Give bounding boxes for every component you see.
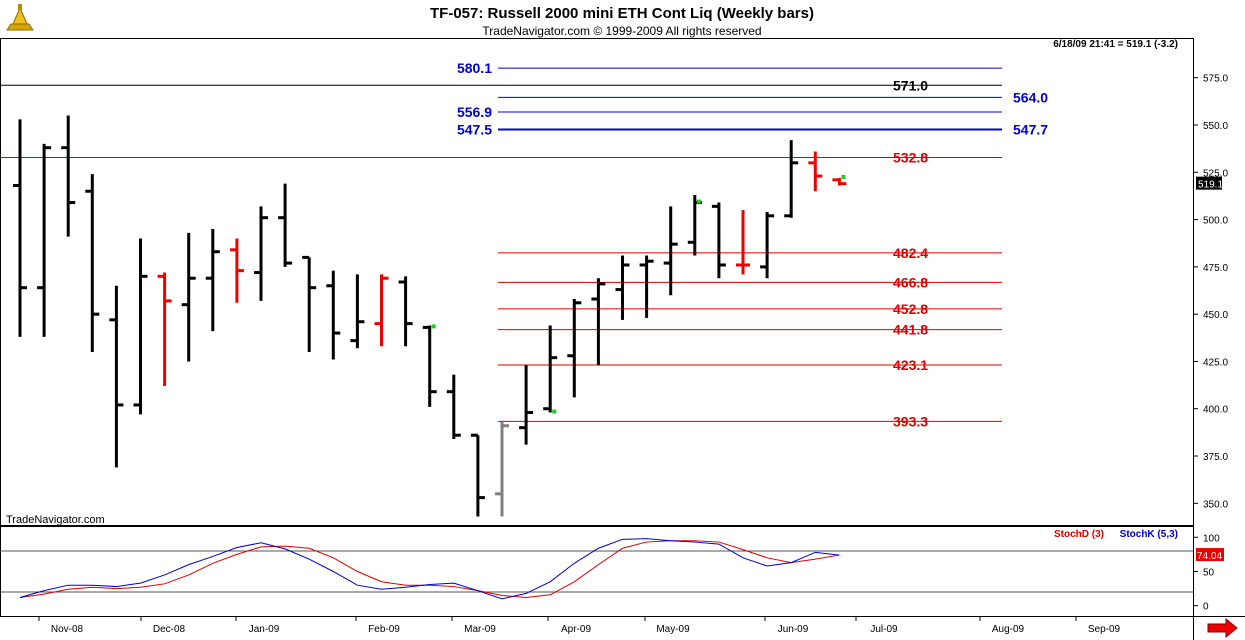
ohlc-bar (181, 232, 196, 362)
ohlc-bar (350, 274, 365, 349)
level-label: 532.8 (893, 150, 928, 166)
legend-stochd: StochD (3) (1054, 529, 1104, 540)
ohlc-bar (422, 325, 437, 407)
watermark: TradeNavigator.com (6, 514, 105, 526)
ohlc-bar (470, 433, 485, 517)
ohlc-bar (808, 151, 823, 192)
x-tick-label: May-09 (656, 624, 690, 635)
ohlc-bar (519, 365, 534, 445)
level-label: 466.8 (893, 274, 928, 290)
arrow-right-icon (1207, 617, 1238, 639)
ohlc-bar (109, 285, 124, 468)
last-quote-text: 6/18/09 21:41 = 519.1 (-3.2) (1053, 39, 1178, 50)
stoch-tick-label: 0 (1203, 602, 1209, 613)
level-label: 547.5 (457, 122, 492, 138)
ohlc-bar (326, 270, 341, 360)
level-label: 441.8 (893, 322, 928, 338)
price-tick-label: 550.0 (1203, 121, 1228, 132)
ohlc-bar (254, 206, 268, 301)
ohlc-bar (663, 206, 678, 296)
x-tick-label: Apr-09 (561, 624, 591, 635)
x-tick-label: Jun-09 (778, 624, 809, 635)
stoch-series-line (19, 538, 840, 600)
level-label: 423.1 (893, 357, 928, 373)
ohlc-bar (736, 210, 750, 275)
ohlc-bar (446, 374, 461, 439)
ohlc-bar (133, 238, 148, 415)
price-tick-label: 525.0 (1203, 168, 1228, 179)
ohlc-bar (639, 255, 654, 318)
x-tick-label: Sep-09 (1088, 624, 1121, 635)
last-price-badge (1196, 176, 1222, 190)
stoch-last-label: 74.04 (1197, 551, 1222, 562)
x-tick-label: Jan-09 (249, 624, 280, 635)
ohlc-bar (278, 183, 293, 267)
stoch-axis: 0 50 100 74.04 (1193, 533, 1224, 613)
ohlc-bar (495, 421, 509, 517)
copyright-text: TradeNavigator.com © 1999-2009 All right… (482, 24, 761, 38)
price-tick-label: 400.0 (1203, 405, 1228, 416)
x-tick-label: Jul-09 (870, 624, 898, 635)
chart-title: TF-057: Russell 2000 mini ETH Cont Liq (… (430, 5, 814, 22)
level-label: 580.1 (457, 60, 492, 76)
signal-dot (431, 324, 436, 329)
sextant-logo-icon (6, 4, 34, 31)
ohlc-bar (398, 276, 413, 347)
ohlc-bar (760, 212, 775, 279)
stoch-tick-label: 100 (1203, 533, 1220, 544)
ohlc-bar (374, 274, 389, 347)
signal-dot (841, 174, 846, 179)
scroll-right-button[interactable] (1207, 617, 1238, 639)
ohlc-bar (205, 229, 220, 332)
levels-layer: 580.1 571.0 564.0 556.9 547.5 547.7 532.8 482.4… (0, 60, 1048, 429)
ohlc-bar (13, 119, 27, 337)
bars-layer (13, 115, 847, 517)
level-label: 482.4 (893, 245, 928, 261)
logo (6, 4, 34, 31)
level-label: 547.7 (1013, 122, 1048, 138)
level-label: 564.0 (1013, 89, 1048, 105)
x-tick-label: Nov-08 (51, 624, 84, 635)
ohlc-bar (615, 255, 630, 320)
price-tick-label: 350.0 (1203, 499, 1228, 510)
level-label: 571.0 (893, 77, 928, 93)
x-tick-label: Feb-09 (368, 624, 400, 635)
ohlc-bar (61, 115, 76, 237)
level-label: 393.3 (893, 413, 928, 429)
level-label: 556.9 (457, 104, 492, 120)
stoch-layer (0, 538, 1193, 600)
ohlc-bar (784, 140, 799, 218)
x-tick-label: Mar-09 (464, 624, 496, 635)
last-price-label: 519.1 (1198, 180, 1223, 191)
ohlc-bar (37, 143, 52, 337)
ohlc-bar (711, 202, 726, 279)
price-tick-label: 500.0 (1203, 216, 1228, 227)
x-tick-label: Dec-08 (153, 624, 186, 635)
ohlc-bar (157, 272, 172, 387)
price-tick-label: 450.0 (1203, 310, 1228, 321)
ohlc-bar (85, 174, 100, 352)
level-label: 452.8 (893, 301, 928, 317)
legend-stochk: StochK (5,3) (1120, 529, 1178, 540)
ohlc-bar (832, 177, 847, 186)
ohlc-bar (229, 238, 244, 303)
price-tick-label: 375.0 (1203, 452, 1228, 463)
stoch-tick-label: 50 (1203, 568, 1215, 579)
ohlc-bar (591, 278, 606, 366)
stoch-series-line (19, 540, 840, 599)
signal-dot (696, 199, 701, 204)
price-tick-label: 425.0 (1203, 357, 1228, 368)
ohlc-bar (567, 299, 582, 398)
stoch-last-badge (1196, 548, 1224, 562)
stoch-panel[interactable] (0, 526, 1194, 617)
price-tick-label: 575.0 (1203, 74, 1228, 85)
ohlc-bar (302, 255, 317, 352)
ohlc-bar (543, 325, 558, 413)
x-axis: Nov-08 Dec-08 Jan-09 Feb-09 Mar-09 Apr-09 May-… (38, 616, 1121, 635)
signal-dot (552, 409, 557, 414)
price-axis: 350.0 375.0 400.0 425.0 450.0 475.0 500.0 525.0… (1193, 74, 1228, 510)
x-tick-label: Aug-09 (992, 624, 1025, 635)
price-tick-label: 475.0 (1203, 263, 1228, 274)
